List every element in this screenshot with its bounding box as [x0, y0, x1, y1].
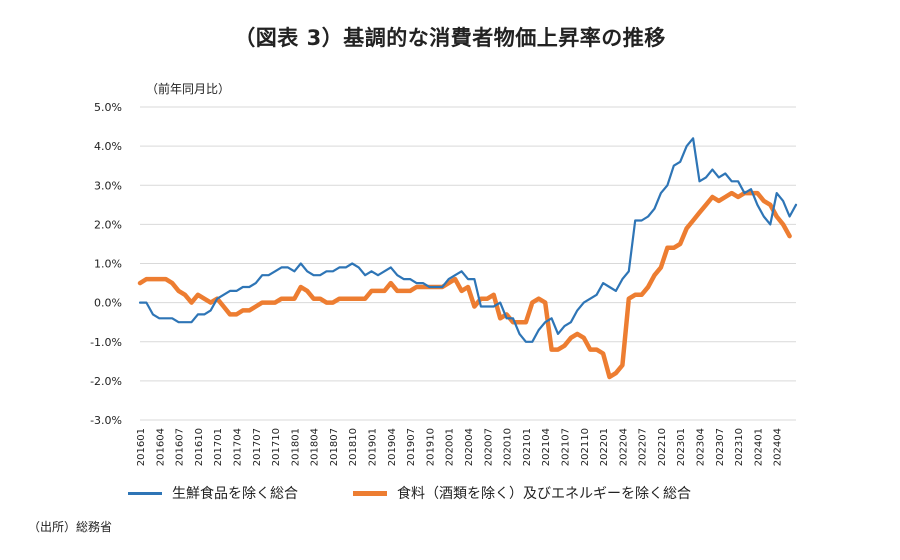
x-tick-label: 201710 [271, 428, 282, 466]
x-tick-label: 202007 [483, 428, 494, 466]
legend-item-series2: 食料（酒類を除く）及びエネルギーを除く総合 [353, 483, 691, 503]
x-tick-label: 201704 [232, 428, 243, 466]
x-tick-label: 202307 [715, 428, 726, 466]
y-tick-label: 2.0% [94, 218, 122, 231]
y-tick-label: 5.0% [94, 101, 122, 114]
x-tick-label: 202404 [773, 428, 784, 466]
chart-area: -3.0%-2.0%-1.0%0.0%1.0%2.0%3.0%4.0%5.0% … [90, 101, 798, 466]
chart-title: （図表 3）基調的な消費者物価上昇率の推移 [234, 26, 666, 50]
legend-swatch-series2 [353, 490, 387, 496]
x-tick-label: 201810 [348, 428, 359, 466]
x-tick-label: 201604 [155, 428, 166, 466]
y-tick-label: -1.0% [90, 336, 122, 349]
y-tick-label: 1.0% [94, 258, 122, 271]
x-tick-label: 201804 [310, 428, 321, 466]
y-tick-label: -3.0% [90, 414, 122, 427]
x-tick-label: 202304 [696, 428, 707, 466]
source-note: （出所）総務省 [28, 520, 113, 534]
x-tick-label: 202004 [464, 428, 475, 466]
x-tick-label: 202207 [638, 428, 649, 466]
x-tick-label: 202401 [753, 428, 764, 466]
x-tick-label: 201801 [290, 428, 301, 466]
legend-label-series1: 生鮮食品を除く総合 [172, 486, 298, 502]
legend-label-series2: 食料（酒類を除く）及びエネルギーを除く総合 [397, 486, 691, 502]
y-axis-unit-label: （前年同月比） [146, 82, 231, 96]
x-tick-label: 201904 [387, 428, 398, 466]
x-tick-label: 202204 [618, 428, 629, 466]
x-tick-label: 202210 [657, 428, 668, 466]
x-tick-label: 202310 [734, 428, 745, 466]
x-tick-labels: 201601 201604 201607 201610 201701 201704 2017… [136, 428, 784, 466]
x-tick-label: 202001 [445, 428, 456, 466]
y-tick-label: 0.0% [94, 297, 122, 310]
x-tick-label: 201601 [136, 428, 147, 466]
x-tick-label: 201707 [252, 428, 263, 466]
y-tick-label: -2.0% [90, 375, 122, 388]
legend-swatch-series1 [128, 491, 162, 495]
x-tick-label: 202110 [580, 428, 591, 466]
x-tick-label: 202301 [676, 428, 687, 466]
x-tick-label: 201807 [329, 428, 340, 466]
x-tick-label: 201907 [406, 428, 417, 466]
x-tick-label: 201910 [425, 428, 436, 466]
x-tick-label: 202101 [522, 428, 533, 466]
legend-item-series1: 生鮮食品を除く総合 [128, 483, 298, 503]
grid-layer [140, 106, 796, 421]
y-tick-label: 3.0% [94, 179, 122, 192]
y-tick-labels: -3.0% -2.0% -1.0% 0.0% 1.0% 2.0% 3.0% 4.0% 5.0% [90, 101, 122, 427]
x-tick-label: 201607 [175, 428, 186, 466]
series-layer [137, 137, 798, 380]
x-tick-label: 201701 [213, 428, 224, 466]
x-tick-label: 202010 [503, 428, 514, 466]
y-tick-label: 4.0% [94, 140, 122, 153]
series-line-2 [137, 190, 792, 380]
x-tick-label: 202107 [560, 428, 571, 466]
x-tick-label: 202104 [541, 428, 552, 466]
x-tick-label: 201610 [194, 428, 205, 466]
x-tick-label: 201901 [368, 428, 379, 466]
series-line-1 [138, 137, 798, 343]
x-tick-label: 202201 [599, 428, 610, 466]
